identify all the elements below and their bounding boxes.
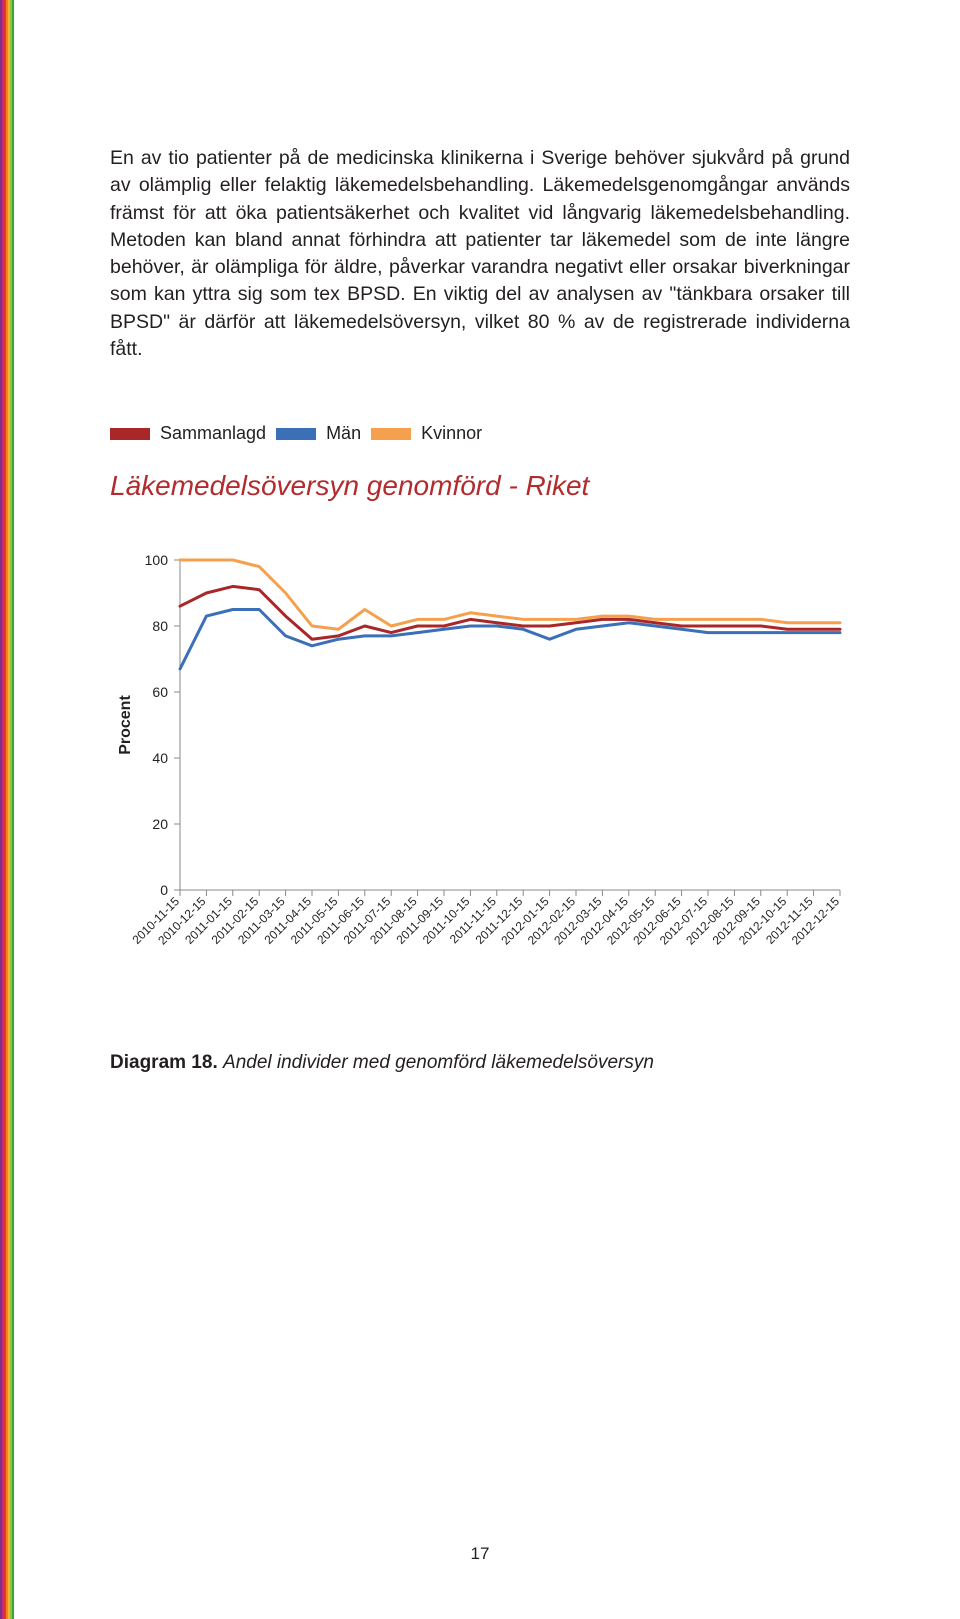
svg-text:80: 80 [152, 618, 168, 634]
legend-swatch-kvinnor [371, 428, 411, 440]
svg-text:60: 60 [152, 684, 168, 700]
legend-label-kvinnor: Kvinnor [421, 423, 482, 444]
caption-label: Diagram 18. [110, 1052, 218, 1073]
legend-swatch-sammanlagd [110, 428, 150, 440]
side-color-stripes [0, 0, 14, 1619]
body-paragraph: En av tio patienter på de medicinska kli… [110, 145, 850, 363]
chart-legend: Sammanlagd Män Kvinnor [110, 423, 850, 444]
legend-label-sammanlagd: Sammanlagd [160, 423, 266, 444]
svg-text:20: 20 [152, 816, 168, 832]
line-chart: 020406080100Procent2010-11-152010-12-152… [110, 520, 850, 1030]
page-number: 17 [0, 1544, 960, 1564]
svg-text:100: 100 [145, 552, 169, 568]
page-content: En av tio patienter på de medicinska kli… [110, 145, 850, 1074]
chart-title: Läkemedelsöversyn genomförd - Riket [110, 470, 850, 502]
svg-text:Procent: Procent [117, 695, 134, 755]
caption-text: Andel individer med genomförd läkemedels… [223, 1052, 654, 1073]
svg-text:0: 0 [160, 882, 168, 898]
chart-caption: Diagram 18. Andel individer med genomför… [110, 1052, 850, 1074]
legend-label-man: Män [326, 423, 361, 444]
legend-swatch-man [276, 428, 316, 440]
svg-text:40: 40 [152, 750, 168, 766]
